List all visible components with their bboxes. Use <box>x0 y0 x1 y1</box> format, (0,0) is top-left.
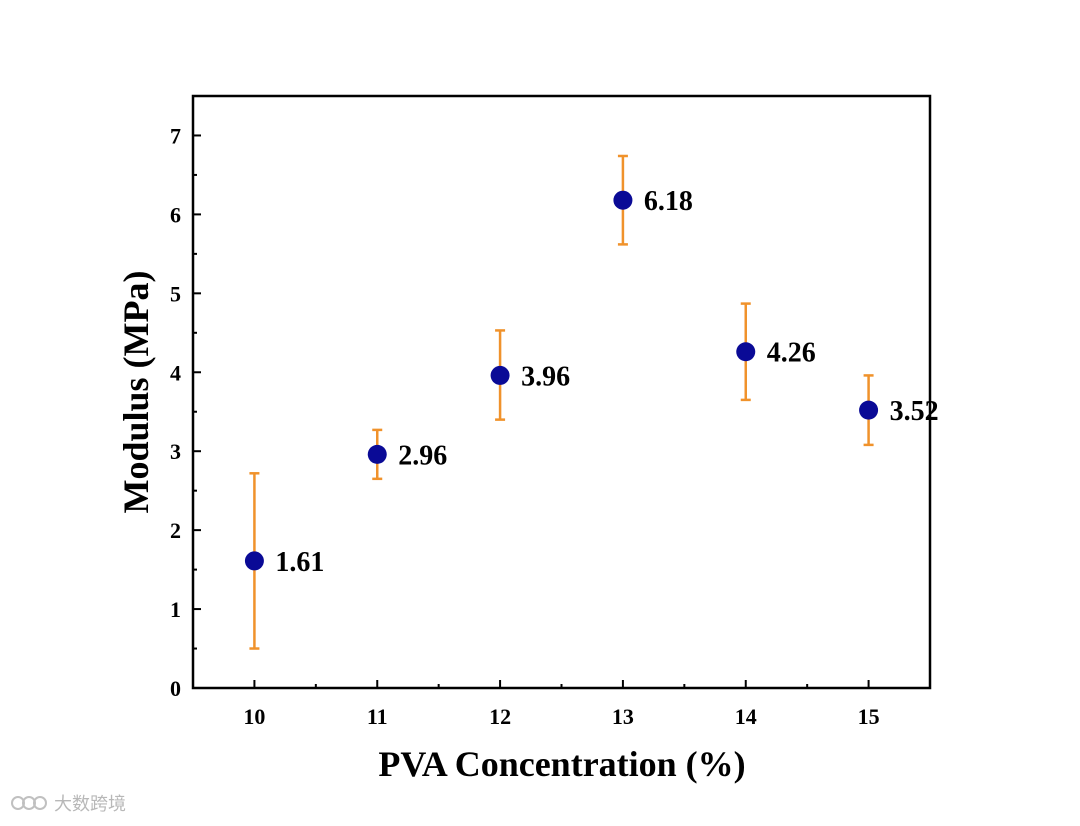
x-axis-title: PVA Concentration (%) <box>378 744 745 784</box>
x-tick-label: 11 <box>367 704 388 729</box>
y-tick-label: 7 <box>170 123 181 148</box>
y-tick-label: 5 <box>170 281 181 306</box>
data-label: 3.52 <box>890 396 939 427</box>
data-label: 3.96 <box>521 361 570 392</box>
data-label: 4.26 <box>767 338 816 369</box>
x-tick-label: 10 <box>243 704 265 729</box>
y-tick-label: 2 <box>170 518 181 543</box>
data-labels: 1.61 2.96 3.96 6.18 4.26 3.52 <box>275 186 938 578</box>
x-tick-label: 14 <box>735 704 757 729</box>
data-label: 2.96 <box>398 440 447 471</box>
data-point <box>736 342 756 362</box>
y-axis-title: Modulus (MPa) <box>116 271 156 514</box>
data-label: 1.61 <box>275 547 324 578</box>
data-point <box>367 444 387 464</box>
error-bars <box>249 154 874 650</box>
data-point <box>859 400 879 420</box>
y-tick-label: 1 <box>170 597 181 622</box>
x-tick-label: 15 <box>858 704 880 729</box>
watermark: 大数跨境 <box>10 790 126 816</box>
data-label: 6.18 <box>644 186 693 217</box>
data-points <box>244 190 879 571</box>
y-tick-label: 3 <box>170 439 181 464</box>
y-tick-label: 6 <box>170 202 181 227</box>
x-tick-label: 13 <box>612 704 634 729</box>
y-tick-label: 4 <box>170 360 181 385</box>
data-point <box>490 365 510 385</box>
watermark-text: 大数跨境 <box>54 794 126 815</box>
data-point <box>244 551 264 571</box>
x-tick-label: 12 <box>489 704 511 729</box>
y-tick-label: 0 <box>170 676 181 701</box>
data-point <box>613 190 633 210</box>
watermark-logo-icon <box>11 796 47 810</box>
